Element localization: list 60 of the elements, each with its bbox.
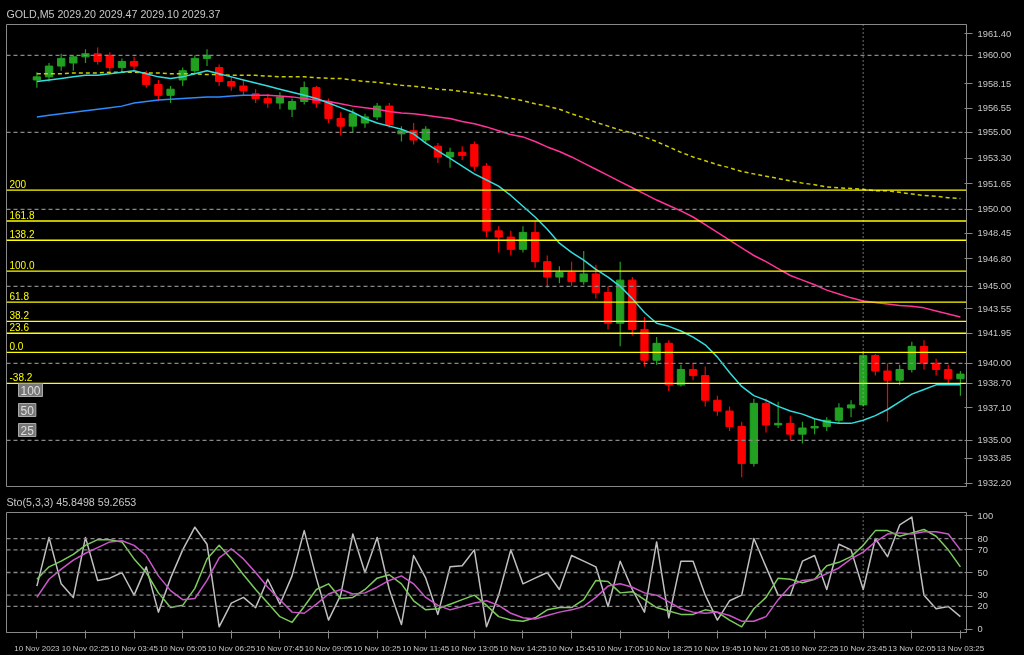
y-tick-label: 1951.65 bbox=[977, 178, 1012, 189]
annotation: 23.6 bbox=[9, 322, 30, 334]
y-tick-label: 100 bbox=[977, 510, 994, 521]
y-tick-label: 1938.70 bbox=[977, 378, 1012, 389]
y-tick-label: 1945.00 bbox=[977, 281, 1012, 292]
y-tick-label: 70 bbox=[977, 544, 988, 555]
y-tick-label: 1946.80 bbox=[977, 253, 1012, 264]
y-tick-label: 1937.10 bbox=[977, 402, 1012, 413]
y-tick-label: 80 bbox=[977, 533, 988, 544]
x-tick-label: 10 Nov 03:45 bbox=[110, 643, 159, 653]
annotation: 161.8 bbox=[9, 210, 35, 221]
y-tick-label: 50 bbox=[977, 567, 988, 578]
x-tick-label: 10 Nov 21:05 bbox=[742, 643, 791, 653]
annotation: 50 bbox=[20, 403, 35, 418]
x-tick-label: 10 Nov 09:05 bbox=[304, 643, 353, 653]
x-tick-label: 10 Nov 22:25 bbox=[790, 643, 839, 653]
x-tick-label: 10 Nov 11:45 bbox=[402, 643, 450, 653]
x-tick-label: 10 Nov 13:05 bbox=[450, 643, 499, 653]
annotation: 61.8 bbox=[9, 291, 30, 303]
y-tick-label: 1943.55 bbox=[977, 303, 1012, 314]
y-tick-label: 1935.00 bbox=[977, 435, 1012, 446]
x-tick-label: 10 Nov 17:05 bbox=[596, 643, 645, 653]
x-tick-label: 10 Nov 18:25 bbox=[644, 643, 694, 653]
y-tick-label: 1940.00 bbox=[977, 358, 1012, 369]
y-tick-label: 1953.30 bbox=[977, 153, 1012, 164]
x-tick-label: 10 Nov 19:45 bbox=[693, 643, 742, 653]
y-tick-label: 1958.15 bbox=[977, 78, 1012, 89]
annotation: 200 bbox=[9, 179, 27, 191]
x-tick-label: 10 Nov 05:05 bbox=[158, 643, 208, 653]
x-tick-label: 13 Nov 03:25 bbox=[936, 643, 985, 653]
y-tick-label: 1941.95 bbox=[977, 328, 1012, 339]
y-tick-label: 1955.00 bbox=[977, 127, 1012, 138]
y-tick-label: 1950.00 bbox=[977, 204, 1012, 215]
y-tick-label: 30 bbox=[977, 590, 988, 601]
annotation: 100 bbox=[20, 383, 41, 398]
x-tick-label: 10 Nov 2023 bbox=[14, 643, 61, 653]
x-tick-label: 10 Nov 07:45 bbox=[256, 643, 305, 653]
annotation: 0.0 bbox=[9, 341, 24, 353]
y-tick-label: 1933.85 bbox=[977, 453, 1012, 464]
annotation: 138.2 bbox=[9, 229, 35, 241]
y-tick-label: 1948.45 bbox=[977, 228, 1012, 239]
chart-title: Sto(5,3,3) 45.8498 59.2653 bbox=[6, 495, 137, 508]
y-tick-label: 20 bbox=[977, 601, 988, 612]
y-tick-label: 1960.00 bbox=[977, 50, 1012, 61]
y-tick-label: 0 bbox=[977, 624, 983, 635]
y-tick-label: 1961.40 bbox=[977, 28, 1012, 39]
x-tick-label: 10 Nov 14:25 bbox=[499, 643, 548, 653]
x-tick-label: 10 Nov 06:25 bbox=[207, 643, 256, 653]
annotation: 25 bbox=[20, 423, 35, 438]
x-tick-label: 10 Nov 10:25 bbox=[353, 643, 402, 653]
x-tick-label: 10 Nov 23:45 bbox=[839, 643, 888, 653]
annotation: 38.2 bbox=[9, 310, 30, 322]
chart-title: GOLD,M5 2029.20 2029.47 2029.10 2029.37 bbox=[6, 7, 221, 20]
y-tick-label: 1956.55 bbox=[977, 103, 1012, 114]
x-tick-label: 10 Nov 15:45 bbox=[547, 643, 596, 653]
y-tick-label: 1932.20 bbox=[977, 478, 1012, 489]
annotation: -38.2 bbox=[9, 372, 33, 384]
x-tick-label: 10 Nov 02:25 bbox=[61, 643, 110, 653]
annotation: 100.0 bbox=[9, 260, 35, 272]
x-tick-label: 13 Nov 02:05 bbox=[888, 643, 937, 653]
